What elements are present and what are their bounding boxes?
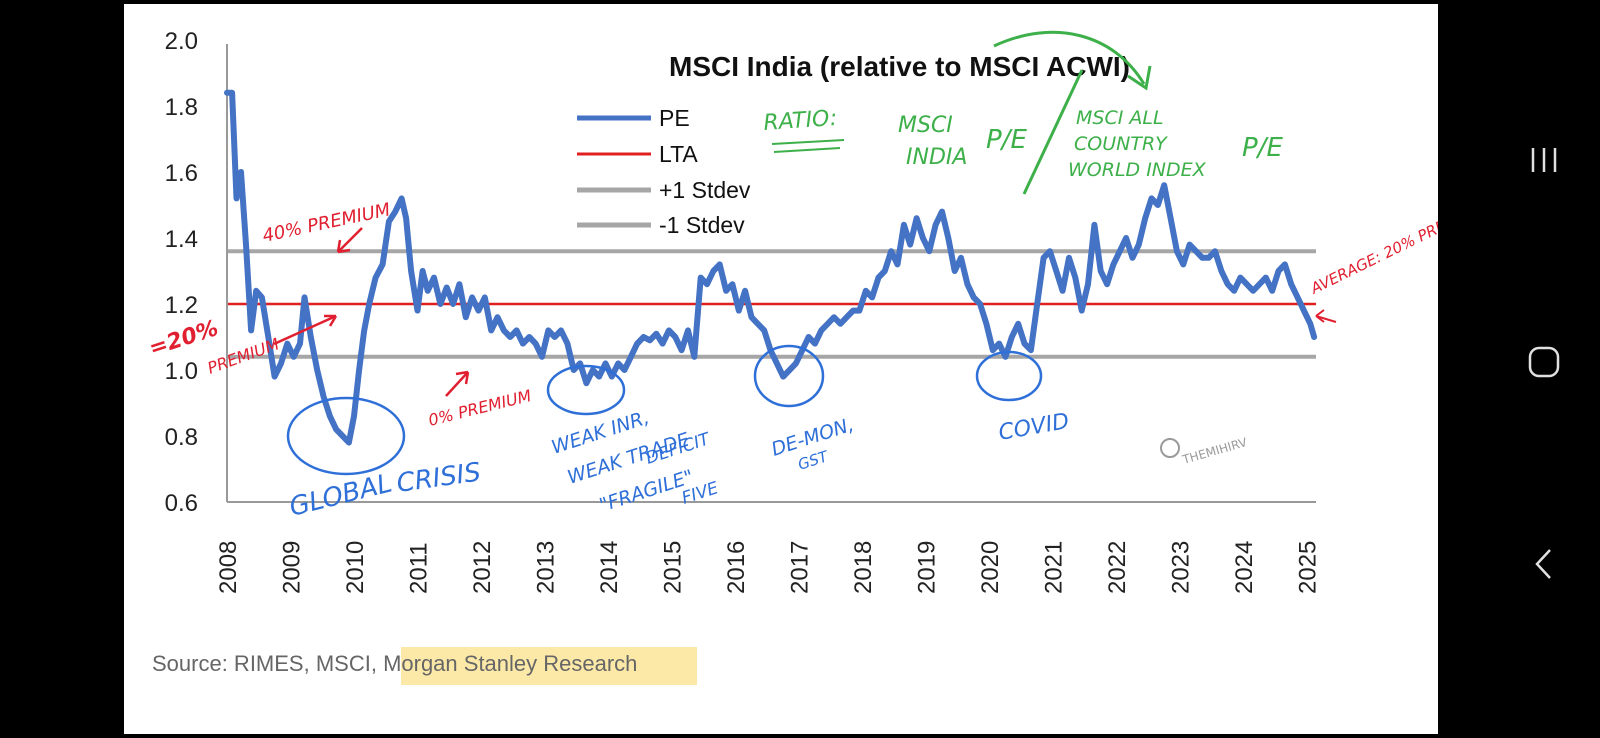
x-tick-label: 2022	[1104, 541, 1131, 594]
y-tick-label: 1.2	[165, 292, 198, 319]
legend-label-lta: LTA	[659, 141, 698, 167]
watermark: THEMIHIRV	[1160, 435, 1249, 467]
recents-icon	[1531, 148, 1557, 172]
y-tick-label: 1.8	[165, 94, 198, 121]
legend-label-plus1: +1 Stdev	[659, 177, 751, 203]
x-tick-label: 2014	[596, 541, 623, 594]
circle-global-crisis	[286, 396, 406, 476]
blue-annotations: GLOBAL CRISIS WEAK INR, WEAK TRADE DEFIC…	[286, 344, 1071, 523]
series-pe-line	[224, 89, 1318, 446]
annotation-divider-slash	[1022, 69, 1084, 195]
legend-label-pe: PE	[659, 105, 690, 131]
y-tick-label: 1.4	[165, 226, 198, 253]
annotation-premium-left-arrow	[273, 314, 338, 346]
annotation-pe-india: P/E	[986, 125, 1027, 155]
x-tick-label: 2021	[1040, 541, 1067, 594]
annotation-0-premium-arrow	[445, 370, 470, 397]
annotation-ratio-underline	[771, 139, 845, 153]
x-tick-label: 2019	[913, 541, 940, 594]
watermark-text: THEMIHIRV	[1180, 435, 1249, 467]
annotation-average: AVERAGE: 20% PREMIUM	[1307, 198, 1438, 298]
x-tick-label: 2025	[1294, 541, 1321, 594]
x-tick-label: 2012	[469, 541, 496, 594]
green-annotations: RATIO: MSCI INDIA P/E MSCI ALL COUNTRY W…	[763, 30, 1283, 195]
annotation-world-index: WORLD INDEX	[1068, 159, 1207, 181]
x-tick-label: 2018	[850, 541, 877, 594]
annotation-country: COUNTRY	[1074, 133, 1168, 155]
android-nav-bar	[1490, 0, 1600, 738]
x-tick-label: 2023	[1167, 541, 1194, 594]
legend: PE LTA +1 Stdev -1 Stdev	[577, 105, 751, 238]
recents-button[interactable]	[1518, 134, 1570, 186]
red-annotations: 40% PREMIUM =20% PREMIUM 0% PREMIUM AVER…	[146, 198, 1438, 429]
chart-title: MSCI India (relative to MSCI ACWI)	[669, 51, 1130, 82]
annotation-covid: COVID	[997, 409, 1071, 446]
annotation-global: GLOBAL	[286, 468, 395, 522]
y-tick-label: 1.6	[165, 160, 198, 187]
x-tick-label: 2013	[532, 541, 559, 594]
x-tick-label: 2011	[405, 542, 432, 594]
legend-label-minus1: -1 Stdev	[659, 212, 745, 238]
source-highlight	[401, 647, 697, 685]
x-tick-label: 2024	[1231, 541, 1258, 594]
x-tick-label: 2017	[786, 541, 813, 594]
circle-covid	[975, 350, 1043, 402]
x-tick-label: 2020	[977, 541, 1004, 594]
annotation-india: INDIA	[906, 145, 967, 170]
annotation-average-arrow	[1315, 309, 1337, 323]
back-button[interactable]	[1518, 538, 1570, 590]
x-tick-label: 2016	[723, 541, 750, 594]
x-tick-label: 2008	[215, 541, 242, 594]
annotation-0-premium: 0% PREMIUM	[426, 386, 533, 430]
annotation-arrow-curve	[993, 30, 1146, 85]
back-icon	[1535, 549, 1551, 579]
y-tick-label: 1.0	[165, 358, 198, 385]
annotation-msci-all: MSCI ALL	[1076, 107, 1164, 129]
source-prefix: Source: RIMES, MSCI,	[152, 651, 383, 676]
annotation-ratio: RATIO:	[763, 106, 838, 136]
x-tick-label: 2010	[342, 541, 369, 594]
annotation-crisis: CRISIS	[395, 457, 483, 498]
annotation-pe-world: P/E	[1242, 133, 1283, 163]
source-text: Source: RIMES, MSCI, Morgan Stanley Rese…	[152, 651, 637, 676]
home-button[interactable]	[1518, 336, 1570, 388]
x-tick-label: 2009	[278, 541, 305, 594]
home-icon	[1528, 346, 1560, 378]
source-highlight-text: Morgan Stanley Research	[383, 651, 637, 676]
annotation-msci: MSCI	[898, 113, 953, 138]
annotation-40-premium-arrow	[336, 227, 363, 254]
annotation-eq-20: =20%	[146, 316, 221, 362]
chart: 2.0 1.8 1.6 1.4 1.2 1.0 0.8 0.6 2008 2009 2010 201…	[146, 28, 1438, 685]
chart-card: 2.0 1.8 1.6 1.4 1.2 1.0 0.8 0.6 2008 2009 2010 201…	[124, 4, 1438, 734]
y-tick-label: 2.0	[165, 28, 198, 55]
circle-weak-inr	[546, 364, 626, 416]
circle-demon	[753, 344, 825, 408]
x-tick-label: 2015	[659, 541, 686, 594]
annotation-arrow-head	[1127, 65, 1152, 91]
watermark-logo-icon	[1160, 438, 1180, 458]
y-tick-label: 0.8	[165, 424, 198, 451]
annotation-40-premium: 40% PREMIUM	[261, 199, 393, 247]
y-tick-label: 0.6	[165, 490, 198, 517]
